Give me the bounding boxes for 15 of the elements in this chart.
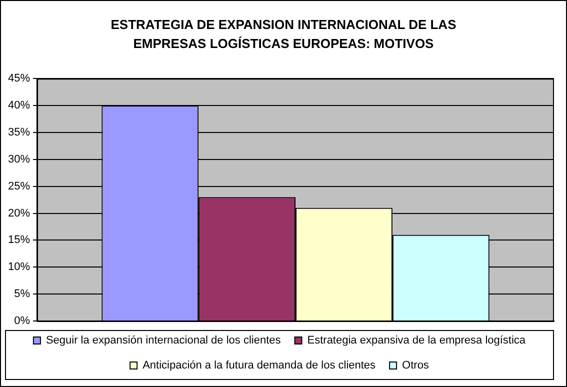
y-tick-label: 20% — [8, 207, 30, 220]
legend-label: Estrategia expansiva de la empresa logística — [307, 334, 526, 347]
legend-label: Seguir la expansión internacional de los clientes — [46, 334, 282, 347]
y-tick-label: 15% — [8, 234, 30, 246]
y-tick-label: 5% — [14, 288, 30, 300]
y-tick-label: 0% — [14, 315, 30, 328]
y-tick-label: 40% — [8, 100, 30, 112]
legend-label: Otros — [402, 360, 430, 372]
y-tick-label: 10% — [8, 261, 30, 274]
legend-label: Anticipación a la futura demanda de los clientes — [142, 360, 376, 372]
chart-title: ESTRATEGIA DE EXPANSION INTERNACIONAL DE LAS EMPRESAS LOGÍSTICAS EUROPEAS: MOTIVOS — [110, 16, 458, 53]
y-tick-label: 35% — [8, 126, 30, 138]
y-tick-label: 45% — [8, 72, 30, 85]
y-tick-label: 25% — [8, 180, 30, 192]
y-tick-label: 30% — [8, 153, 30, 166]
